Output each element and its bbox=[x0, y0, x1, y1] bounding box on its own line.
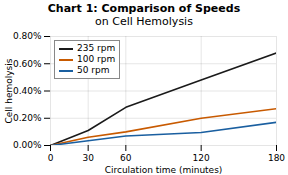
html-text:on Cell Hemolysis: on Cell Hemolysis bbox=[95, 15, 193, 28]
svg-text:Cell hemolysis: Cell hemolysis bbox=[4, 58, 14, 123]
svg-text:Circulation time (minutes): Circulation time (minutes) bbox=[105, 165, 223, 175]
svg-text:30: 30 bbox=[82, 153, 94, 163]
svg-text:180: 180 bbox=[268, 153, 285, 163]
html-text:Chart 1: Comparison of Speeds: Chart 1: Comparison of Speeds bbox=[47, 2, 241, 15]
svg-text:0.60%: 0.60% bbox=[13, 59, 42, 69]
svg-text:0.40%: 0.40% bbox=[13, 86, 42, 96]
svg-text:0: 0 bbox=[48, 153, 54, 163]
svg-text:0.00%: 0.00% bbox=[13, 140, 42, 150]
svg-text:120: 120 bbox=[193, 153, 210, 163]
svg-text:0.20%: 0.20% bbox=[13, 113, 42, 123]
svg-text:0.80%: 0.80% bbox=[13, 31, 42, 41]
svg-text:60: 60 bbox=[120, 153, 132, 163]
html-text:50 rpm: 50 rpm bbox=[77, 65, 110, 75]
html-text:235 rpm: 235 rpm bbox=[77, 43, 116, 53]
html-text:100 rpm: 100 rpm bbox=[77, 54, 116, 64]
